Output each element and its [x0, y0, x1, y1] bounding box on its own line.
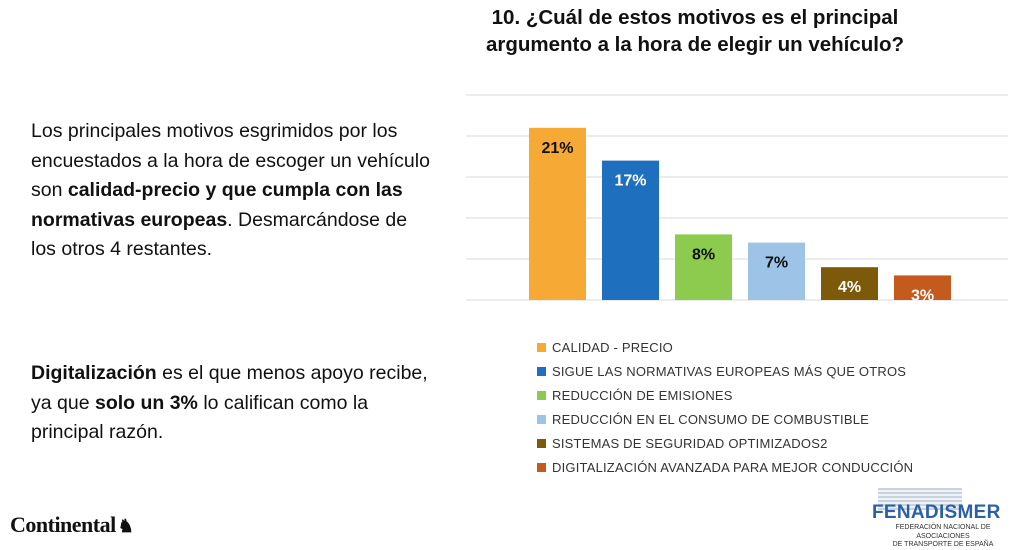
- digitalization-text-run-1: es el que menos apoyo recibe, ya que: [31, 362, 428, 414]
- bar-label-5: 4%: [838, 279, 861, 296]
- legend-label: REDUCCIÓN EN EL CONSUMO DE COMBUSTIBLE: [552, 411, 869, 427]
- horse-icon: ♞: [117, 516, 134, 536]
- legend-swatch: [537, 366, 546, 376]
- chart-title: 10. ¿Cuál de estos motivos es el princip…: [470, 4, 920, 58]
- fenadismer-subtitle-line2: DE TRANSPORTE DE ESPAÑA: [892, 541, 994, 548]
- legend-swatch: [537, 342, 546, 352]
- summary-text-run-1: calidad-precio y que cumpla con las norm…: [31, 179, 403, 231]
- chart-title-line2: argumento a la hora de elegir un vehícul…: [485, 33, 905, 56]
- legend-item-4: REDUCCIÓN EN EL CONSUMO DE COMBUSTIBLE: [537, 407, 913, 431]
- legend-swatch: [537, 390, 546, 400]
- bar-label-4: 7%: [765, 255, 788, 272]
- bar-label-6: 3%: [911, 287, 934, 304]
- bar-2: [602, 160, 659, 300]
- legend-item-5: SISTEMAS DE SEGURIDAD OPTIMIZADOS2: [537, 431, 913, 455]
- legend-item-1: CALIDAD - PRECIO: [537, 335, 913, 359]
- summary-paragraph: Los principales motivos esgrimidos por l…: [31, 117, 431, 265]
- legend-item-2: SIGUE LAS NORMATIVAS EUROPEAS MÁS QUE OT…: [537, 359, 913, 383]
- legend-label: CALIDAD - PRECIO: [552, 339, 673, 355]
- legend-swatch: [537, 462, 546, 472]
- bar-1: [529, 127, 586, 300]
- digitalization-text-run-3: lo califican como la principal razón.: [31, 391, 369, 444]
- legend-swatch: [537, 414, 546, 424]
- bar-4: [748, 242, 805, 300]
- fenadismer-logo-graphic: [878, 488, 962, 510]
- summary-text-run-2: . Desmarcándose de los otros 4 restantes…: [31, 208, 408, 261]
- legend-label: DIGITALIZACIÓN AVANZADA PARA MEJOR CONDU…: [552, 459, 914, 475]
- legend-label: SISTEMAS DE SEGURIDAD OPTIMIZADOS2: [552, 435, 828, 451]
- bar-6: [894, 275, 951, 300]
- bar-5: [821, 267, 878, 300]
- bar-label-2: 17%: [614, 173, 646, 190]
- legend-item-3: REDUCCIÓN DE EMISIONES: [537, 383, 913, 407]
- chart-legend: CALIDAD - PRECIO SIGUE LAS NORMATIVAS EUR…: [537, 335, 913, 479]
- bar-label-3: 8%: [692, 246, 715, 263]
- summary-text-run-0: Los principales motivos esgrimidos por l…: [31, 120, 430, 201]
- continental-logo-text: Continental: [10, 512, 116, 537]
- legend-swatch: [537, 438, 546, 448]
- digitalization-text-run-2: solo un 3%: [94, 391, 198, 414]
- digitalization-text-run-0: Digitalización: [31, 362, 157, 384]
- fenadismer-logo: FENADISMER FEDERACIÓN NACIONAL DE ASOCIA…: [872, 488, 1014, 548]
- bar-chart: 21% 17% 8% 7% 4% 3%: [466, 94, 1008, 304]
- fenadismer-logo-name: FENADISMER: [872, 502, 1001, 523]
- continental-logo: Continental ♞: [10, 512, 134, 538]
- legend-item-6: DIGITALIZACIÓN AVANZADA PARA MEJOR CONDU…: [537, 455, 913, 479]
- bar-label-1: 21%: [541, 140, 573, 157]
- fenadismer-logo-subtitle: FEDERACIÓN NACIONAL DE ASOCIACIONES DE T…: [872, 524, 1014, 550]
- chart-title-line1: 10. ¿Cuál de estos motivos es el princip…: [491, 6, 899, 29]
- fenadismer-subtitle-line1: FEDERACIÓN NACIONAL DE ASOCIACIONES: [895, 524, 991, 540]
- digitalization-paragraph: Digitalización es el que menos apoyo rec…: [31, 359, 431, 448]
- legend-label: SIGUE LAS NORMATIVAS EUROPEAS MÁS QUE OT…: [552, 363, 907, 379]
- legend-label: REDUCCIÓN DE EMISIONES: [552, 387, 733, 403]
- bar-3: [675, 234, 732, 300]
